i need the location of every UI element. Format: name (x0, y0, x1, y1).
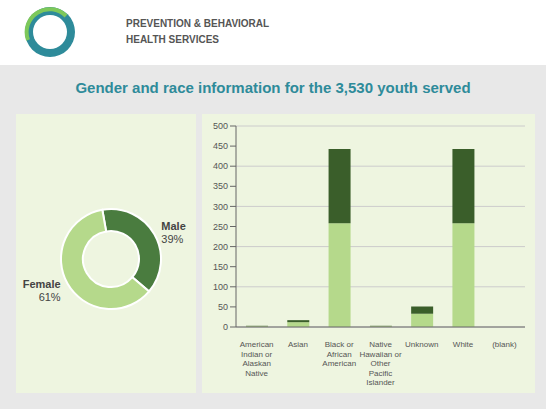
svg-text:AmericanIndian orAlaskanNative: AmericanIndian orAlaskanNative (240, 340, 274, 378)
svg-text:500: 500 (213, 121, 228, 131)
svg-text:100: 100 (213, 282, 228, 292)
svg-text:Black orAfricanAmerican: Black orAfricanAmerican (322, 340, 356, 368)
svg-text:NativeHawaiian orOtherPacificI: NativeHawaiian orOtherPacificIslander (359, 340, 402, 387)
svg-text:White: White (453, 340, 474, 349)
html-text:HEALTH SERVICES: HEALTH SERVICES (126, 34, 219, 45)
html-text:PREVENTION & BEHAVIORAL: PREVENTION & BEHAVIORAL (126, 18, 270, 29)
svg-text:(blank): (blank) (492, 340, 517, 349)
svg-text:450: 450 (213, 141, 228, 151)
html-text:Gender and race information fo: Gender and race information for the 3,53… (75, 79, 471, 96)
svg-text:200: 200 (213, 242, 228, 252)
svg-text:0: 0 (223, 322, 228, 332)
svg-text:300: 300 (213, 202, 228, 212)
svg-text:350: 350 (213, 181, 228, 191)
svg-text:Male39%: Male39% (161, 220, 185, 245)
svg-text:Asian: Asian (288, 340, 308, 349)
svg-text:Unknown: Unknown (405, 340, 438, 349)
svg-text:250: 250 (213, 222, 228, 232)
svg-text:150: 150 (213, 262, 228, 272)
svg-text:50: 50 (218, 302, 228, 312)
svg-text:Female61%: Female61% (23, 278, 61, 303)
svg-text:400: 400 (213, 161, 228, 171)
